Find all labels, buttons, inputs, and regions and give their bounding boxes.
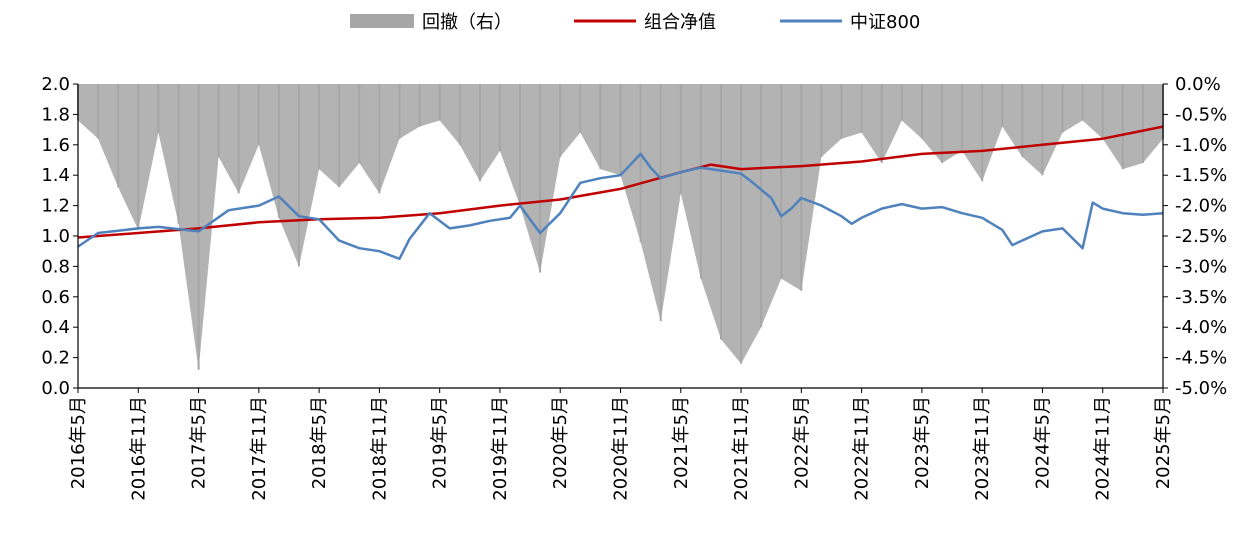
left-tick-label: 0.0 xyxy=(41,378,70,399)
x-tick-label: 2018年11月 xyxy=(369,396,390,501)
x-tick-label: 2016年11月 xyxy=(128,396,149,501)
legend-label-csi800: 中证800 xyxy=(850,12,920,33)
left-tick-label: 1.8 xyxy=(41,104,70,125)
series-line-nav xyxy=(77,125,1164,239)
x-tick-label: 2022年11月 xyxy=(852,396,873,501)
left-tick-label: 0.4 xyxy=(41,317,70,338)
x-tick-label: 2020年11月 xyxy=(611,396,632,501)
x-tick-label: 2016年5月 xyxy=(68,396,89,489)
right-tick-label: -4.5% xyxy=(1175,348,1227,369)
x-tick-label: 2018年5月 xyxy=(309,396,330,489)
right-tick-label: -3.5% xyxy=(1175,287,1227,308)
left-tick-label: 2.0 xyxy=(41,74,70,95)
x-tick-label: 2021年5月 xyxy=(671,396,692,489)
left-axis-ticks: 0.0 0.2 0.4 0.6 0.8 1.0 1.2 1.4 1.6 1.8 2.0 xyxy=(41,74,78,399)
x-tick-label: 2020年5月 xyxy=(550,396,571,489)
left-tick-label: 0.6 xyxy=(41,287,70,308)
legend-label-nav: 组合净值 xyxy=(644,12,716,33)
right-tick-label: 0.0% xyxy=(1175,74,1221,95)
legend: 回撤（右） 组合净值 中证800 xyxy=(350,12,920,33)
right-tick-label: -0.5% xyxy=(1175,104,1227,125)
x-tick-label: 2019年5月 xyxy=(430,396,451,489)
left-tick-label: 0.2 xyxy=(41,348,70,369)
x-tick-label: 2017年5月 xyxy=(189,396,210,489)
x-tick-label: 2024年11月 xyxy=(1093,396,1114,501)
x-tick-label: 2017年11月 xyxy=(249,396,270,501)
series-layer xyxy=(77,125,1164,261)
legend-swatch-drawdown xyxy=(350,14,414,28)
left-tick-label: 1.2 xyxy=(41,196,70,217)
legend-label-drawdown: 回撤（右） xyxy=(422,12,512,33)
x-tick-label: 2025年5月 xyxy=(1153,396,1174,489)
series-line-csi800 xyxy=(77,152,1164,261)
x-tick-label: 2019年11月 xyxy=(490,396,511,501)
right-tick-label: -5.0% xyxy=(1175,378,1227,399)
right-tick-label: -2.5% xyxy=(1175,226,1227,247)
right-tick-label: -2.0% xyxy=(1175,196,1227,217)
right-tick-label: -4.0% xyxy=(1175,317,1227,338)
right-axis-ticks: -5.0% -4.5% -4.0% -3.5% -3.0% -2.5% -2.0% -1.5%… xyxy=(1163,74,1227,399)
x-tick-label: 2022年5月 xyxy=(791,396,812,489)
x-axis-ticks: 2016年5月 2016年11月 2017年5月 2017年11月 2018年5月 201… xyxy=(68,388,1174,501)
right-tick-label: -3.0% xyxy=(1175,256,1227,277)
x-tick-label: 2024年5月 xyxy=(1032,396,1053,489)
left-tick-label: 0.8 xyxy=(41,256,70,277)
right-tick-label: -1.0% xyxy=(1175,135,1227,156)
left-tick-label: 1.4 xyxy=(41,165,70,186)
drawdown-area xyxy=(78,84,1163,370)
x-tick-label: 2021年11月 xyxy=(731,396,752,501)
right-tick-label: -1.5% xyxy=(1175,165,1227,186)
left-tick-label: 1.0 xyxy=(41,226,70,247)
x-tick-label: 2023年11月 xyxy=(972,396,993,501)
drawdown-area-layer xyxy=(77,84,1164,370)
x-tick-label: 2023年5月 xyxy=(912,396,933,489)
left-tick-label: 1.6 xyxy=(41,135,70,156)
